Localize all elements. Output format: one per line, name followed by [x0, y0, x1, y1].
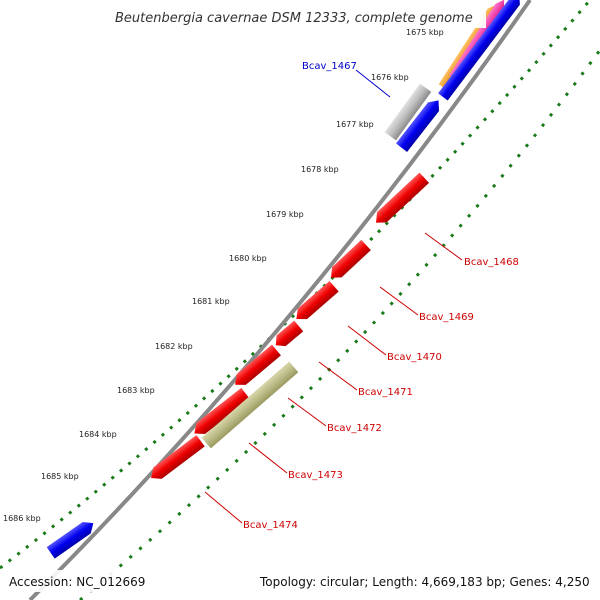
- gene-red-1472: [235, 344, 281, 385]
- gene-label-bcav1472[interactable]: Bcav_1472: [327, 423, 382, 434]
- connector-bcav1472: [287, 397, 327, 427]
- accession-text: Accession: NC_012669: [9, 575, 145, 589]
- gene-blue-bcav1467: [396, 100, 440, 152]
- footer-backdrop: [0, 570, 600, 592]
- gene-red-1473: [194, 387, 250, 435]
- connector-bcav1474: [204, 491, 243, 524]
- kbp-label: 1678 kbp: [301, 165, 339, 174]
- outer-tick-track: [0, 0, 592, 570]
- page-title: Beutenbergia cavernae DSM 12333, complet…: [115, 11, 473, 26]
- kbp-label: 1677 kbp: [336, 120, 374, 129]
- gene-blue-top: [438, 0, 520, 101]
- kbp-label: 1685 kbp: [41, 472, 79, 481]
- connector-bcav1469: [379, 286, 419, 316]
- kbp-label: 1684 kbp: [79, 430, 117, 439]
- gene-label-bcav1474[interactable]: Bcav_1474: [243, 520, 298, 531]
- gene-grey: [384, 83, 432, 141]
- connector-bcav1470: [347, 325, 387, 356]
- kbp-label: 1679 kbp: [266, 210, 304, 219]
- gene-label-bcav1471[interactable]: Bcav_1471: [358, 387, 413, 398]
- connector-bcav1467: [355, 69, 391, 98]
- inner-tick-track: [79, 49, 600, 600]
- kbp-label: 1676 kbp: [371, 73, 409, 82]
- title-backdrop: [110, 6, 486, 28]
- gene-label-bcav1467[interactable]: Bcav_1467: [302, 61, 357, 72]
- gene-label-bcav1469[interactable]: Bcav_1469: [419, 312, 474, 323]
- gene-red-1471: [275, 320, 304, 347]
- kbp-label: 1686 kbp: [3, 514, 41, 523]
- kbp-label: 1682 kbp: [155, 342, 193, 351]
- kbp-label: 1680 kbp: [229, 254, 267, 263]
- genome-backbone: [28, 0, 532, 600]
- kbp-label: 1683 kbp: [117, 386, 155, 395]
- gene-label-bcav1470[interactable]: Bcav_1470: [387, 352, 442, 363]
- genome-summary-text: Topology: circular; Length: 4,669,183 bp…: [259, 575, 590, 589]
- gene-red-1470: [296, 280, 339, 320]
- connector-bcav1468: [424, 232, 463, 261]
- kbp-label: 1681 kbp: [192, 297, 230, 306]
- gene-blue-bottom: [46, 521, 94, 559]
- gene-red-1474: [151, 435, 205, 479]
- gene-olive-1472: [201, 361, 299, 449]
- gene-label-bcav1473[interactable]: Bcav_1473: [288, 470, 343, 481]
- connector-bcav1471: [318, 361, 358, 391]
- gene-red-1468: [375, 172, 430, 223]
- kbp-label: 1675 kbp: [406, 28, 444, 37]
- gene-red-1469: [330, 239, 371, 278]
- connector-bcav1473: [248, 442, 288, 474]
- gene-label-bcav1468[interactable]: Bcav_1468: [464, 257, 519, 268]
